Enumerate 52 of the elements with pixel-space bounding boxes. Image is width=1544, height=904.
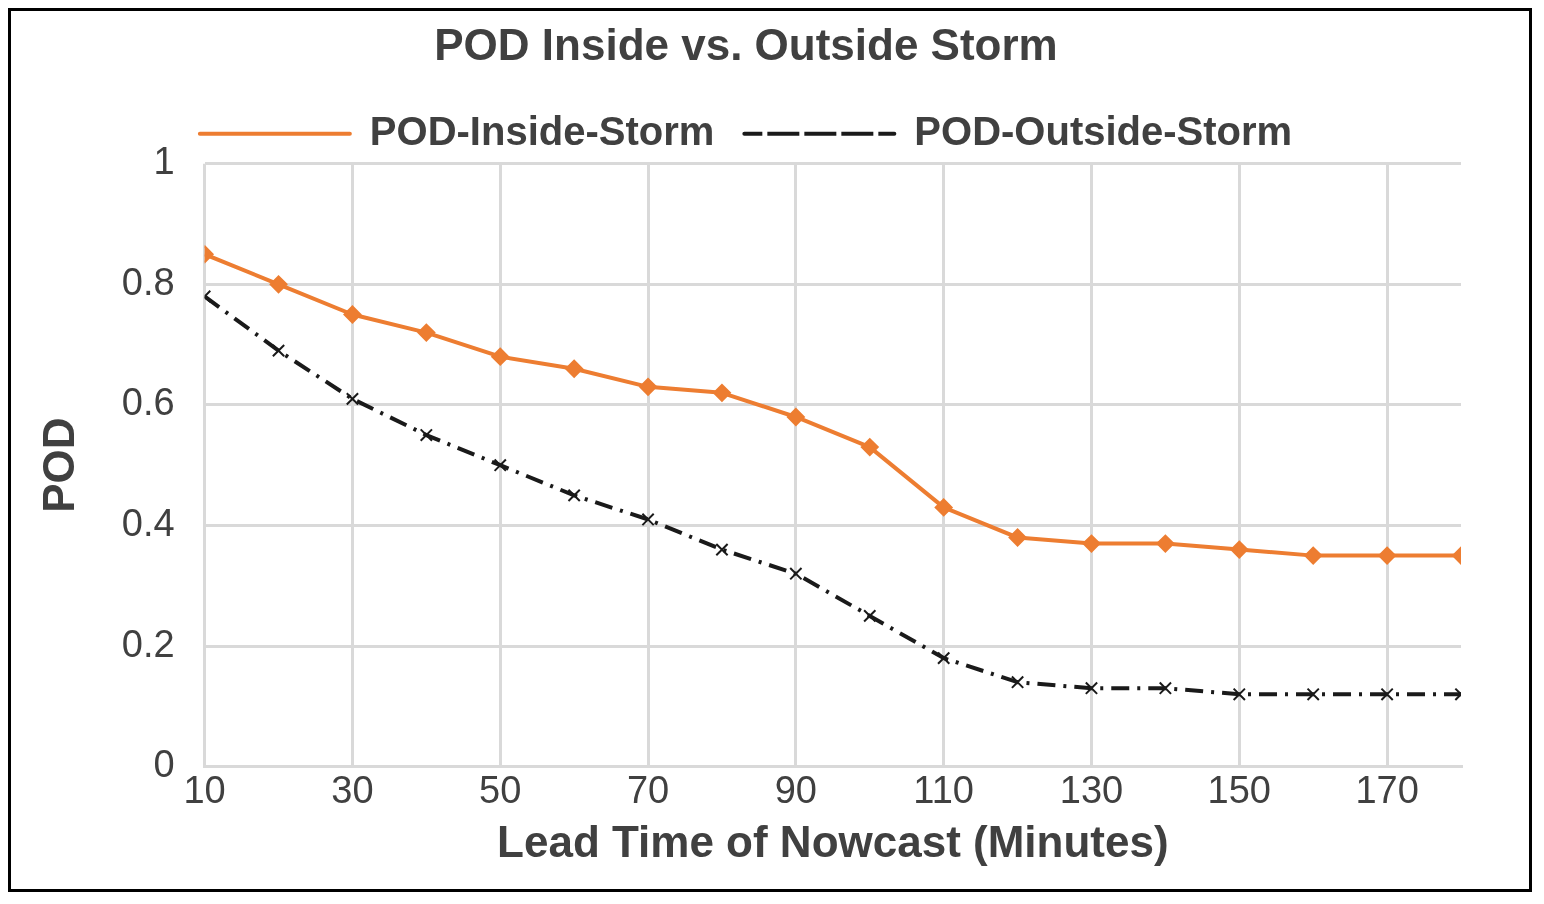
y-tick-label: 0.2 — [121, 622, 175, 665]
point — [343, 305, 362, 324]
point — [1306, 687, 1320, 701]
point — [345, 392, 360, 406]
point — [271, 344, 286, 358]
x-tick-label: 30 — [331, 768, 374, 811]
point — [1378, 546, 1397, 565]
point — [1380, 687, 1394, 701]
point — [937, 651, 951, 665]
y-tick-label: 1 — [153, 140, 175, 183]
chart-title: POD Inside vs. Outside Storm — [434, 19, 1058, 69]
point — [860, 438, 879, 457]
point — [1304, 546, 1323, 565]
point — [1230, 540, 1249, 559]
point — [419, 428, 433, 442]
y-tick-label: 0.4 — [121, 501, 175, 544]
point — [1008, 528, 1027, 547]
y-tick-label: 0 — [153, 743, 175, 786]
x-tick-label: 50 — [479, 768, 522, 811]
point — [789, 567, 803, 581]
x-tick-label: 130 — [1059, 768, 1124, 811]
point — [493, 458, 507, 472]
point — [417, 323, 436, 342]
legend-label: POD-Inside-Storm — [369, 108, 715, 153]
point — [1084, 681, 1099, 695]
x-axis-title: Lead Time of Nowcast (Minutes) — [497, 816, 1169, 866]
legend-label: POD-Outside-Storm — [914, 108, 1293, 153]
point — [1158, 681, 1173, 695]
point — [863, 609, 877, 623]
point — [269, 275, 288, 294]
point — [1232, 687, 1246, 701]
point — [786, 407, 805, 426]
point — [715, 542, 729, 557]
x-tick-label: 90 — [774, 768, 817, 811]
y-tick-label: 0.6 — [121, 381, 175, 424]
point — [1082, 534, 1101, 553]
x-tick-label: 110 — [913, 768, 974, 811]
y-axis-title: POD — [33, 417, 83, 513]
point — [1156, 534, 1175, 553]
x-tick-label: 10 — [183, 768, 226, 811]
point — [567, 488, 581, 502]
point — [639, 377, 658, 396]
point — [565, 359, 584, 378]
point — [1010, 675, 1025, 689]
point — [641, 512, 655, 527]
x-tick-label: 70 — [626, 768, 670, 811]
y-tick-label: 0.8 — [121, 260, 175, 303]
point — [934, 498, 953, 517]
point — [712, 383, 731, 402]
x-tick-label: 150 — [1207, 768, 1271, 811]
x-tick-label: 170 — [1355, 768, 1419, 811]
point — [491, 347, 510, 366]
